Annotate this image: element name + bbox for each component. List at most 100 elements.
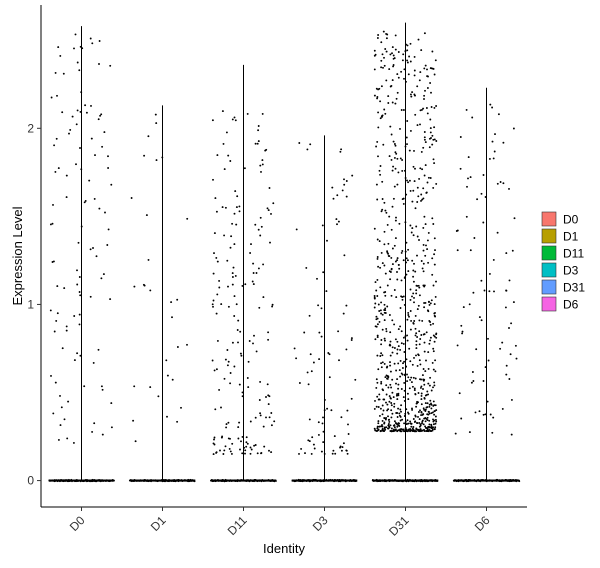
data-point: [428, 405, 431, 408]
data-point: [389, 364, 392, 367]
data-point: [478, 410, 481, 413]
data-point: [220, 406, 222, 409]
data-point: [237, 437, 240, 440]
data-point: [389, 331, 392, 334]
data-point: [406, 120, 409, 122]
data-point: [410, 95, 413, 98]
data-point: [428, 303, 431, 306]
data-point: [380, 251, 383, 254]
data-point: [431, 361, 434, 364]
data-point: [473, 237, 476, 239]
data-point: [397, 392, 400, 395]
data-point: [413, 55, 416, 58]
data-point: [107, 155, 109, 158]
data-point: [262, 296, 265, 299]
data-point: [235, 223, 238, 226]
data-point: [426, 429, 429, 432]
data-point: [224, 206, 227, 209]
data-point: [412, 280, 415, 283]
data-point: [381, 328, 384, 331]
data-point: [415, 343, 418, 346]
data-point: [393, 402, 396, 405]
data-point: [382, 66, 384, 69]
data-point: [223, 377, 226, 380]
data-point: [395, 369, 398, 372]
data-point: [402, 396, 405, 399]
data-point: [487, 359, 490, 362]
data-point: [373, 49, 376, 52]
data-point: [234, 274, 237, 277]
data-point: [400, 70, 403, 73]
data-point: [300, 447, 303, 450]
data-point: [424, 420, 427, 423]
data-point: [212, 272, 215, 275]
legend-label: D0: [563, 213, 579, 227]
data-point: [237, 426, 240, 429]
data-point: [233, 116, 236, 119]
data-point: [259, 412, 262, 415]
data-point: [261, 163, 264, 166]
data-point: [380, 380, 383, 383]
data-point: [376, 37, 379, 39]
data-point: [424, 64, 427, 67]
data-point: [478, 316, 481, 319]
data-point: [389, 278, 392, 281]
data-point: [320, 307, 323, 310]
data-point: [425, 191, 428, 194]
data-point: [373, 94, 376, 97]
data-point: [383, 311, 386, 314]
data-point: [387, 242, 390, 245]
data-point: [423, 383, 426, 386]
data-point: [413, 296, 415, 299]
data-point: [418, 239, 420, 241]
data-point: [433, 126, 436, 129]
data-point: [395, 216, 397, 219]
data-point: [376, 257, 379, 260]
data-point: [59, 424, 62, 427]
data-point: [396, 73, 399, 76]
data-point: [99, 114, 102, 117]
data-point: [385, 211, 388, 214]
data-point: [390, 427, 393, 430]
data-point: [427, 367, 430, 370]
data-point: [433, 381, 436, 384]
data-point: [171, 316, 173, 319]
data-point: [170, 301, 173, 304]
data-point: [489, 413, 492, 416]
data-point: [493, 150, 496, 153]
data-point: [89, 295, 92, 298]
data-point: [377, 265, 380, 268]
data-point: [480, 192, 483, 195]
data-point: [409, 42, 412, 45]
data-point: [266, 207, 269, 210]
data-point: [211, 303, 214, 306]
data-point: [376, 97, 379, 100]
data-point: [317, 304, 320, 307]
data-point: [414, 167, 416, 170]
data-point: [415, 292, 418, 295]
data-point: [341, 446, 344, 449]
data-point: [186, 343, 188, 346]
data-point: [396, 430, 399, 433]
data-point: [378, 240, 381, 243]
data-point: [388, 314, 391, 316]
data-point: [384, 209, 387, 212]
data-point: [375, 315, 378, 318]
data-point: [415, 225, 418, 228]
data-point: [432, 322, 435, 325]
data-point: [257, 267, 260, 270]
data-point: [171, 378, 174, 381]
data-point: [393, 426, 396, 429]
data-point: [411, 363, 414, 366]
data-point: [93, 422, 96, 425]
data-point: [252, 262, 255, 265]
data-point: [51, 261, 54, 263]
data-point: [429, 426, 432, 429]
data-point: [382, 409, 385, 412]
data-point: [376, 395, 379, 398]
data-point: [383, 362, 386, 365]
data-point: [428, 412, 431, 415]
data-point: [374, 399, 376, 402]
data-point: [383, 56, 385, 59]
data-point: [391, 101, 394, 104]
